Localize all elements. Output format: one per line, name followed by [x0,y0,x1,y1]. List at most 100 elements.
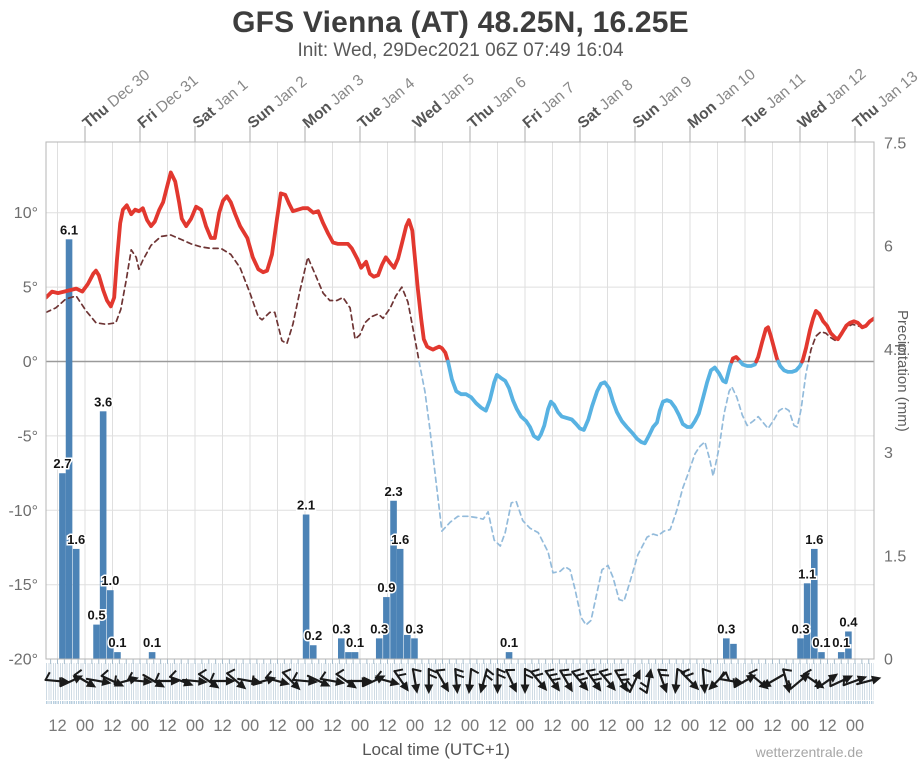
wind-barb-feather [100,669,109,677]
wind-barb-feather [562,673,572,677]
precip-bar [390,500,397,659]
wind-barb-feather [226,668,236,675]
precip-value-label: 0.5 [88,608,106,623]
wind-barb-feather [484,673,493,681]
precip-value-label: 0.3 [370,621,388,636]
wind-barb-head [399,681,409,692]
precipitation-bars [59,239,852,659]
hour-tick-label: 00 [461,717,479,735]
precip-bar [383,597,390,659]
wind-barb-feather [638,687,648,694]
wind-barb [585,668,602,692]
wind-barb-feather [113,675,118,685]
hour-tick-label: 12 [158,717,176,735]
wind-barb-feather [787,680,792,689]
wind-barb-feather [169,669,177,678]
dew-point-line [46,234,874,626]
wind-barb [374,670,401,687]
wind-barb-feather [589,672,599,677]
precip-bar [93,624,100,659]
wind-barb-feather [586,668,596,673]
day-tick-marks [84,126,856,142]
wind-barb-head [335,677,346,687]
wind-barb-head [85,678,97,688]
hour-tick-label: 00 [846,717,864,735]
precip-value-label: 0.1 [346,635,364,650]
precip-bar [351,652,359,659]
precip-value-label: 6.1 [60,222,78,237]
wind-barb-feather [265,670,273,679]
precip-tick-label: 1.5 [884,548,906,565]
precip-value-label: 1.1 [798,566,816,581]
precip-bar [99,411,107,659]
wind-barb-feather [579,676,589,682]
wind-barb-head [708,680,719,691]
wind-barb-head [550,681,560,692]
wind-barb-feather [209,672,215,682]
hour-tick-label: 12 [488,717,506,735]
precip-bar [818,652,825,659]
hour-tick-label: 12 [433,717,451,735]
precip-value-label: 3.6 [94,394,112,409]
hour-tick-label: 12 [763,717,781,735]
wind-barb [814,673,839,689]
hour-tick-label: 12 [103,717,121,735]
wind-barb-feather [617,673,627,677]
wind-barb [856,675,882,686]
hour-tick-label: 00 [571,717,589,735]
wind-barb [761,673,784,688]
hour-tick-label: 12 [708,717,726,735]
wind-barb-feather [375,670,383,679]
temperature-segment [754,325,781,364]
wind-barb [657,668,670,694]
wind-barb-feather [361,677,364,687]
wind-barb-head [578,680,589,691]
wind-barb [465,667,480,694]
precip-value-label: 0.1 [500,635,518,650]
wind-barb-head [478,683,488,694]
hour-tick-label: 00 [131,717,149,735]
wind-barb-head [606,680,616,691]
hour-tick-label: 00 [626,717,644,735]
wind-barb [699,667,712,694]
wind-barb [209,672,236,686]
precipitation-bar-labels: 2.76.11.60.53.61.00.1 0.12.10.2 0.30.10.30… [52,221,860,652]
wind-barb-feather [412,668,422,673]
temp-tick-label: -10° [8,503,38,520]
wind-barb-head [799,672,810,683]
wind-barb-feather [639,681,649,689]
precip-value-label: 0.1 [108,635,126,650]
wind-barb-feather [749,668,758,675]
wind-barb-feather [319,671,327,680]
precip-value-label: 0.9 [377,580,395,595]
precip-bar [59,473,66,659]
wind-barb-head [537,680,548,691]
wind-barb-feather [732,678,736,688]
precip-value-label: 0.1 [832,635,850,650]
wind-barb [529,668,548,691]
hour-tick-label: 00 [186,717,204,735]
hour-axis-labels: 12 00 12 00 12 00 12 00 12 00 12 00 12 00 12 00 12 00 12 00… [48,717,864,735]
right-axis-title: Precipitation (mm) [894,310,911,432]
wind-barb-feather [615,668,625,672]
wind-barb [126,671,153,686]
precip-value-label: 2.1 [297,498,315,513]
wind-barb [306,674,331,687]
wind-barb [335,668,357,689]
wind-barb-feather [783,668,792,672]
wind-barb-feather [548,672,558,677]
wind-barb-feather [530,668,540,673]
wind-barb [226,668,247,690]
wind-barb-head [520,684,530,694]
wind-barb [829,675,854,688]
hour-tick-label: 00 [76,717,94,735]
wind-barb [787,672,810,690]
wind-barb-head [564,681,573,693]
hour-tick-label: 12 [818,717,836,735]
wind-barb-feather [486,668,495,676]
wind-barb [281,668,301,691]
wind-barb-head [592,681,602,692]
wind-barb [319,671,346,687]
temperature-line [46,170,874,446]
wind-barb [142,673,166,688]
